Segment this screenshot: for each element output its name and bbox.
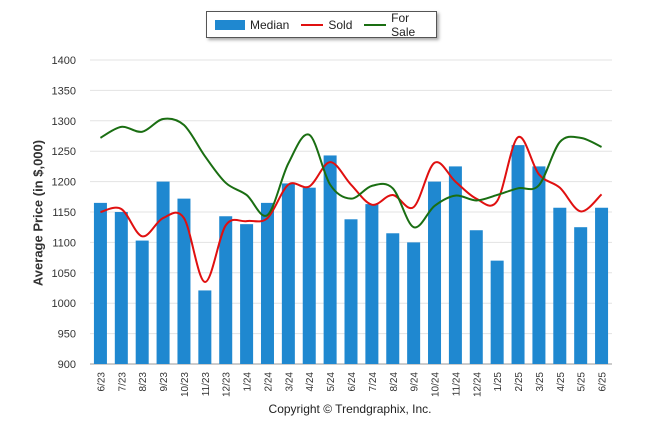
x-tick-label: 6/23	[96, 372, 107, 392]
y-axis-label: Average Price (in $,000)	[30, 139, 46, 287]
median-bar	[198, 290, 212, 364]
x-tick-label: 12/24	[472, 372, 483, 397]
y-tick-label: 1400	[52, 55, 76, 67]
x-tick-label: 9/24	[410, 372, 421, 392]
median-bar	[511, 145, 525, 364]
x-tick-label: 10/24	[431, 372, 442, 397]
median-bar	[428, 181, 442, 364]
copyright-text: Copyright © Trendgraphix, Inc.	[268, 402, 432, 416]
y-tick-label: 1000	[52, 298, 76, 310]
sold-line	[100, 136, 603, 283]
median-bar	[323, 155, 337, 364]
legend-item-sold[interactable]: Sold	[301, 18, 352, 32]
forsale-line	[99, 117, 602, 229]
y-tick-label: 1350	[52, 85, 76, 97]
legend-sold-label: Sold	[328, 17, 353, 32]
x-tick-label: 11/24	[451, 372, 462, 397]
x-axis-ticks: 6/23 7/23 8/23 9/23 10/23 11/23 12/23 1/24 2/24 3…	[96, 372, 608, 397]
x-tick-label: 3/25	[535, 372, 546, 392]
x-tick-label: 5/25	[577, 372, 588, 392]
median-bar	[448, 166, 462, 364]
x-tick-label: 11/23	[201, 372, 212, 397]
median-bar	[344, 219, 358, 364]
legend-item-median[interactable]: Median	[215, 18, 289, 32]
legend-median-label: Median	[250, 17, 290, 32]
y-tick-label: 1050	[52, 268, 76, 280]
x-tick-label: 8/23	[138, 372, 149, 392]
y-tick-label: 900	[58, 359, 76, 371]
chart-legend: Median Sold For Sale	[206, 11, 437, 39]
median-swatch-icon	[215, 19, 245, 30]
x-tick-label: 6/24	[347, 372, 358, 392]
y-axis-ticks: 900 950 1000 1050 1100 1150 1200 1250 1300 1350 14…	[52, 55, 76, 371]
median-bar	[240, 224, 254, 364]
median-bar	[281, 183, 295, 364]
median-bar	[386, 233, 400, 364]
x-tick-label: 5/24	[326, 372, 337, 392]
median-bar	[574, 227, 588, 364]
x-tick-label: 8/24	[389, 372, 400, 392]
median-bar	[114, 212, 128, 364]
x-tick-label: 2/25	[514, 372, 525, 392]
x-tick-label: 1/24	[243, 372, 254, 392]
median-bar	[260, 202, 274, 364]
median-bar	[135, 240, 149, 364]
sold-swatch-icon	[301, 23, 324, 26]
x-tick-label: 12/23	[222, 372, 233, 397]
x-tick-label: 7/23	[117, 372, 128, 392]
y-tick-label: 1200	[52, 177, 76, 189]
x-tick-label: 4/24	[305, 372, 316, 392]
median-bar	[490, 260, 504, 364]
median-bar	[177, 198, 191, 364]
y-tick-label: 1250	[52, 146, 76, 158]
x-tick-label: 2/24	[263, 372, 274, 392]
trend-lines	[99, 117, 603, 283]
x-tick-label: 4/25	[556, 372, 567, 392]
y-tick-label: 950	[58, 329, 76, 341]
median-bar	[553, 207, 567, 364]
y-tick-label: 1300	[52, 116, 76, 128]
x-tick-label: 3/24	[284, 372, 295, 392]
median-bar	[219, 216, 233, 364]
median-bar	[93, 202, 107, 364]
median-bar	[532, 166, 546, 364]
x-tick-label: 10/23	[180, 372, 191, 397]
median-bar	[407, 242, 421, 364]
y-tick-label: 1150	[52, 207, 76, 219]
median-bar	[302, 187, 316, 364]
x-tick-label: 1/25	[493, 372, 504, 392]
x-tick-label: 9/23	[159, 372, 170, 392]
median-bar	[595, 207, 609, 364]
y-tick-label: 1100	[52, 237, 76, 249]
legend-forsale-label: For Sale	[391, 10, 416, 39]
x-tick-label: 6/25	[598, 372, 609, 392]
legend-item-forsale[interactable]: For Sale	[364, 11, 436, 39]
forsale-swatch-icon	[364, 23, 387, 26]
median-bar	[365, 204, 379, 364]
x-tick-label: 7/24	[368, 372, 379, 392]
median-bar	[156, 181, 170, 364]
median-bars	[93, 145, 609, 364]
median-bar	[469, 230, 483, 364]
